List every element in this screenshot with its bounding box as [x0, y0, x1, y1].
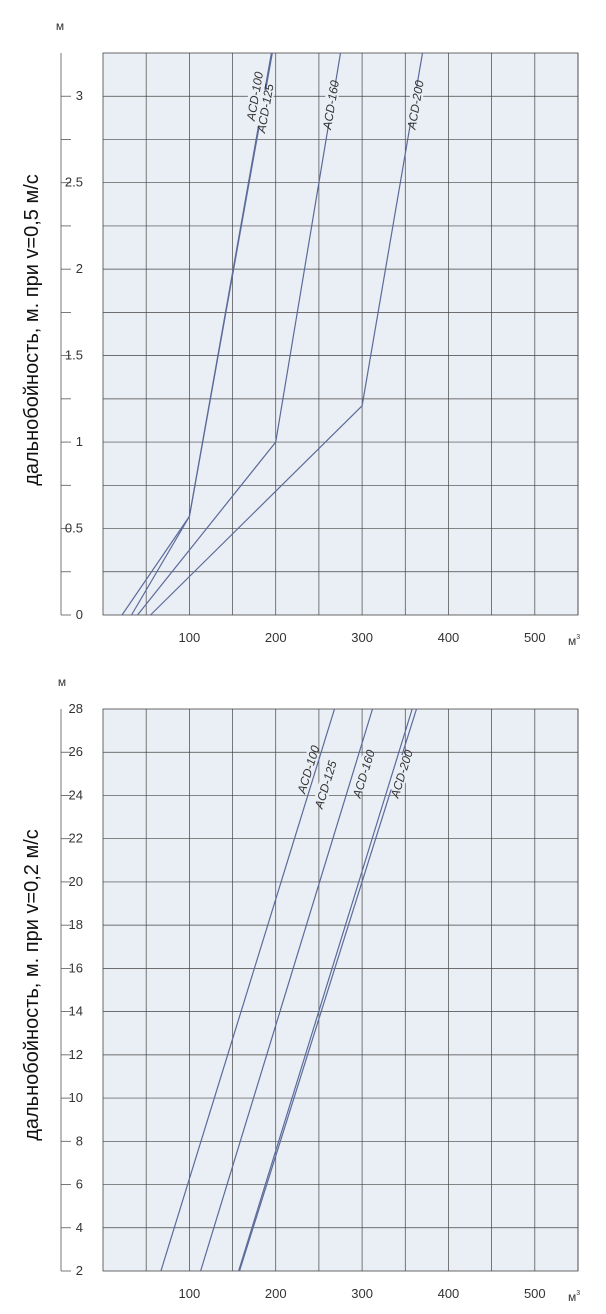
series-line-acd-160: [238, 709, 413, 1271]
series-label-bg: [255, 89, 275, 128]
series-line-acd-160: [137, 52, 342, 616]
series-lines: [121, 52, 424, 616]
series-label-bg: [351, 754, 375, 793]
y-tick-label: 3: [76, 88, 83, 103]
series-line-acd-200: [150, 52, 424, 616]
x-tick-label: 100: [179, 1286, 201, 1301]
series-label-bg: [296, 750, 320, 789]
y-tick-label: 24: [69, 787, 83, 802]
y-tick-label: 4: [76, 1220, 83, 1235]
x-unit-text: м: [568, 1290, 576, 1304]
y-tick-label: 2.5: [65, 175, 83, 190]
y-unit-label: м: [56, 19, 64, 33]
x-unit-superscript: 3: [576, 1290, 580, 1297]
series-line-acd-125: [130, 52, 273, 616]
y-tick-label: 8: [76, 1133, 83, 1148]
x-unit-superscript: 3: [576, 634, 580, 641]
y-tick-label: 20: [69, 874, 83, 889]
y-axis-title: дальнобойность, м. при v=0,5 м/с: [21, 174, 43, 486]
x-tick-label: 500: [524, 630, 546, 645]
y-tick-label: 0.5: [65, 521, 83, 536]
series-lines: [160, 709, 418, 1271]
x-tick-label: 500: [524, 1286, 546, 1301]
x-unit-label: м3: [568, 1290, 580, 1304]
y-tick-label: 6: [76, 1177, 83, 1192]
series-line-acd-100: [160, 709, 336, 1271]
series-group: [160, 709, 418, 1271]
plot-area: [102, 708, 579, 1272]
x-tick-label: 300: [351, 1286, 373, 1301]
y-tick-label: 2: [76, 1263, 83, 1278]
series-line-acd-125: [200, 709, 374, 1271]
y-tick-label: 1.5: [65, 348, 83, 363]
y-tick-label: 22: [69, 831, 83, 846]
x-tick-label: 300: [351, 630, 373, 645]
series-label-bg: [313, 765, 337, 804]
y-tick-label: 28: [69, 701, 83, 716]
x-unit-text: м: [568, 634, 576, 648]
x-tick-label: 100: [179, 630, 201, 645]
x-tick-label: 200: [265, 630, 287, 645]
y-tick-label: 0: [76, 607, 83, 622]
y-tick-label: 1: [76, 434, 83, 449]
x-tick-label: 400: [438, 1286, 460, 1301]
y-tick-label: 14: [69, 1004, 83, 1019]
x-tick-label: 200: [265, 1286, 287, 1301]
y-tick-label: 18: [69, 917, 83, 932]
y-tick-label: 10: [69, 1090, 83, 1105]
y-axis-title: дальнобойность, м. при v=0,2 м/с: [21, 829, 43, 1141]
series-label-bg: [405, 85, 425, 124]
x-unit-label: м3: [568, 634, 580, 648]
series-label-bg: [389, 754, 413, 793]
plot-area: [102, 52, 579, 616]
y-tick-label: 26: [69, 744, 83, 759]
series-line-acd-200: [238, 709, 418, 1271]
y-tick-label: 2: [76, 261, 83, 276]
y-unit-label: м: [58, 675, 66, 689]
y-tick-label: 12: [69, 1047, 83, 1062]
y-tick-label: 16: [69, 960, 83, 975]
series-label-bg: [321, 85, 340, 124]
x-tick-label: 400: [438, 630, 460, 645]
